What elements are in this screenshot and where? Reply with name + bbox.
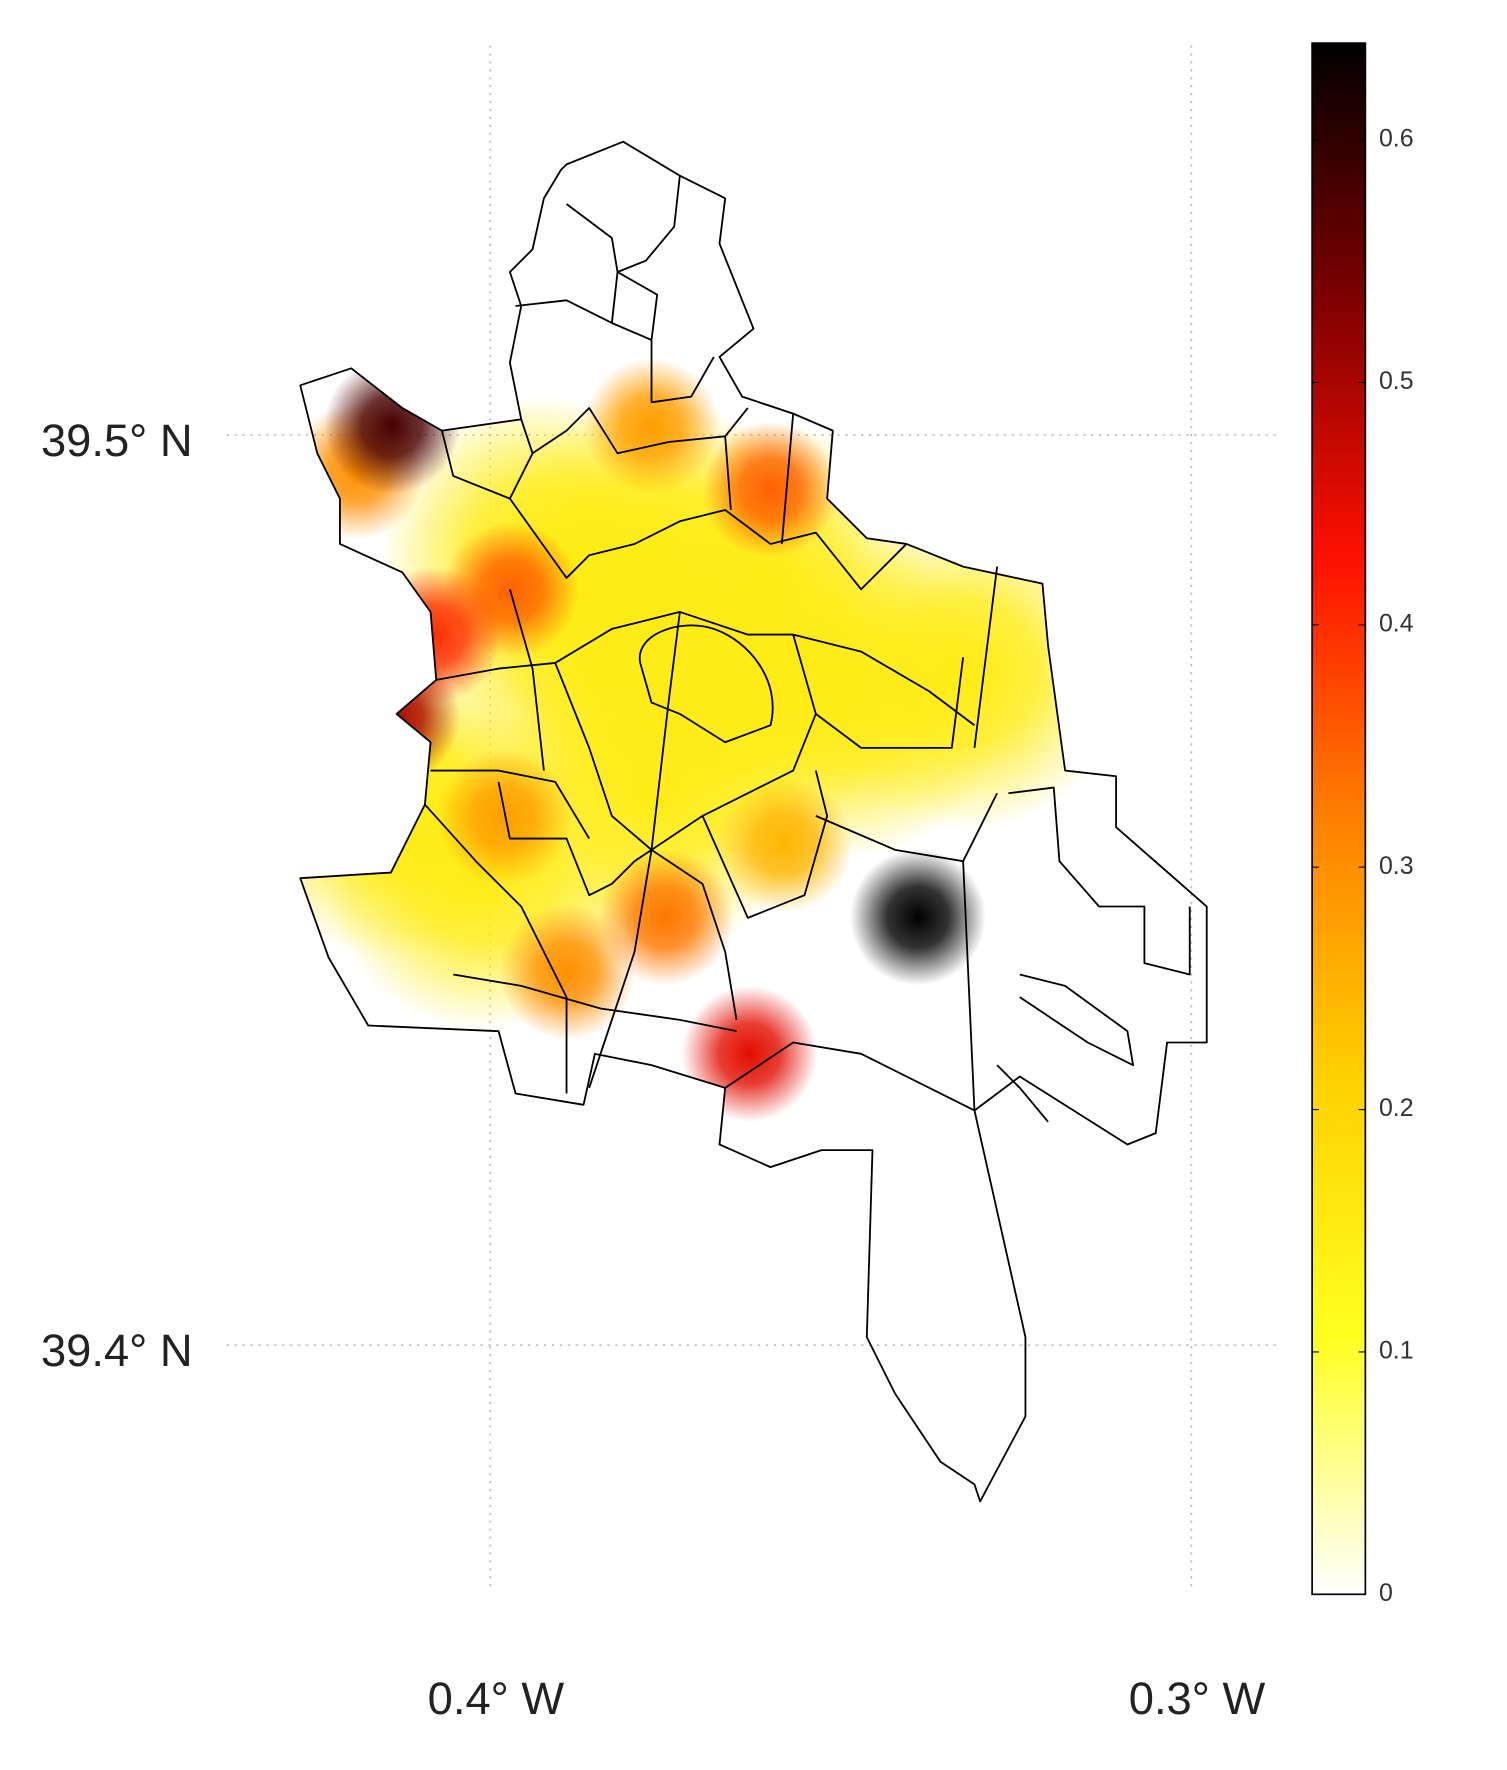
colorbar-tick-label: 0.6 (1379, 125, 1414, 153)
port (996, 786, 1191, 1123)
density-hotspot (436, 749, 573, 886)
density-hotspot (597, 849, 734, 986)
density-hotspot (583, 357, 720, 494)
colorbar-tick-label: 0 (1379, 1579, 1393, 1607)
colorbar-scale (1311, 42, 1367, 1596)
district-line (441, 407, 908, 591)
colorbar-tick-label: 0.2 (1379, 1094, 1414, 1122)
colorbar-tick-label: 0.4 (1379, 609, 1414, 637)
density-hotspot (849, 849, 986, 986)
density-hotspot (702, 421, 839, 558)
axis-labels: 39.5° N 39.4° N 0.4° W 0.3° W (41, 415, 1265, 1724)
district-line (424, 566, 999, 1112)
colorbar-tick-label: 0.1 (1379, 1337, 1414, 1365)
density-layer (300, 357, 1126, 1122)
district-boundaries (299, 140, 1208, 1503)
district-line (515, 175, 715, 404)
density-hotspot (324, 649, 461, 786)
x-tick-label: 0.3° W (1129, 1673, 1266, 1724)
city-outline (299, 140, 1208, 1503)
density-hotspot (716, 776, 853, 913)
y-tick-label: 39.5° N (41, 415, 193, 466)
district-line (638, 624, 774, 744)
y-tick-label: 39.4° N (41, 1325, 193, 1376)
colorbar: 0 0.1 0.2 0.3 0.4 0.5 0.6 (1311, 42, 1414, 1607)
colorbar-tick-label: 0.3 (1379, 852, 1414, 880)
colorbar-tick-label: 0.5 (1379, 367, 1414, 395)
density-hotspot (681, 985, 818, 1122)
x-tick-label: 0.4° W (428, 1673, 565, 1724)
density-hotspot (324, 357, 461, 494)
